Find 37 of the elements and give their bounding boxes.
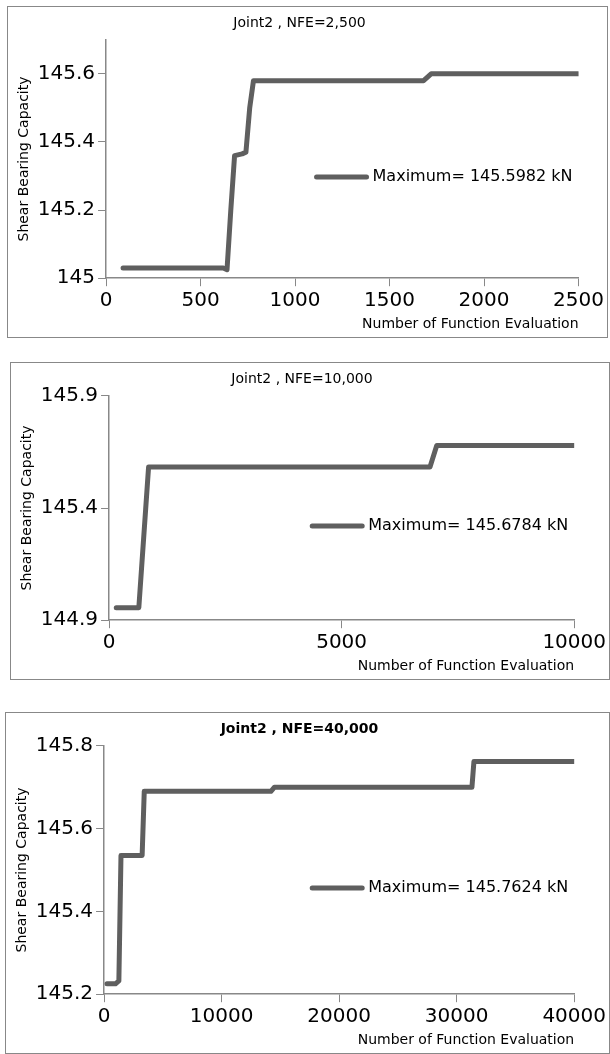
x-axis-title: Number of Function Evaluation	[357, 657, 575, 674]
x-tick-label: 0	[97, 1003, 111, 1028]
y-axis-title: Shear Bearing Capacity	[18, 425, 35, 591]
x-axis-title: Number of Function Evaluation	[362, 315, 579, 332]
y-tick-label: 145.6	[37, 60, 96, 85]
x-tick-label: 10000	[542, 629, 606, 654]
x-tick-label: 500	[181, 287, 220, 312]
y-tick-label: 144.9	[40, 606, 99, 631]
y-tick-label: 145.9	[40, 382, 99, 406]
legend-label: Maximum= 145.5982 kN	[372, 166, 573, 186]
x-tick-label: 30000	[424, 1003, 489, 1028]
chart-title: Joint2 , NFE=10,000	[230, 370, 373, 387]
x-tick-label: 20000	[307, 1003, 371, 1028]
y-tick-label: 145.2	[37, 196, 96, 221]
legend-label: Maximum= 145.7624 kN	[368, 877, 569, 897]
y-axis-title: Shear Bearing Capacity	[13, 787, 30, 953]
y-tick-label: 145.2	[35, 980, 94, 1005]
y-tick-label: 145.8	[35, 732, 94, 756]
chart-title: Joint2 , NFE=40,000	[219, 720, 379, 737]
x-tick-label: 40000	[542, 1003, 606, 1028]
x-tick-label: 1500	[364, 287, 416, 312]
y-tick-label: 145.6	[35, 814, 94, 839]
y-tick-label: 145	[56, 264, 96, 289]
x-tick-label: 10000	[189, 1003, 254, 1028]
y-tick-label: 145.4	[35, 897, 94, 922]
chart-title: Joint2 , NFE=2,500	[232, 14, 366, 31]
y-tick-label: 145.4	[40, 494, 99, 519]
x-tick-label: 2000	[458, 287, 510, 312]
x-tick-label: 0	[102, 629, 116, 654]
x-tick-label: 1000	[269, 287, 321, 312]
y-tick-label: 145.4	[37, 128, 96, 153]
x-tick-label: 2500	[553, 287, 604, 312]
x-axis-title: Number of Function Evaluation	[357, 1031, 575, 1048]
legend-label: Maximum= 145.6784 kN	[368, 515, 569, 535]
x-tick-label: 0	[99, 287, 113, 312]
x-tick-label: 5000	[316, 629, 368, 654]
y-axis-title: Shear Bearing Capacity	[15, 76, 32, 242]
